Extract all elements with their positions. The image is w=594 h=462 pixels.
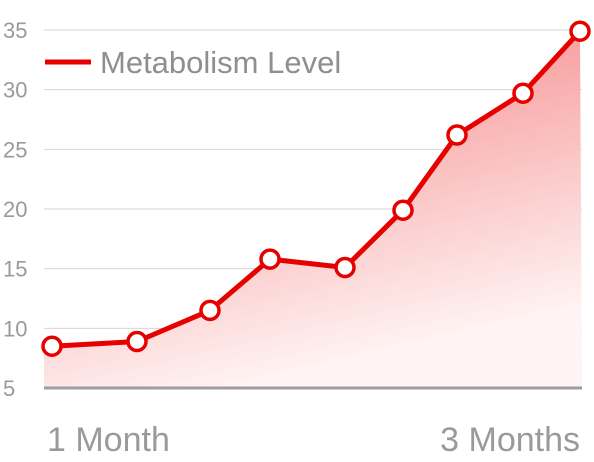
y-tick-label: 35 [3, 18, 27, 43]
y-tick-label: 25 [3, 137, 27, 162]
data-point [259, 248, 281, 270]
data-point [512, 82, 534, 104]
data-point [392, 199, 414, 221]
data-point [199, 299, 221, 322]
data-point [334, 256, 356, 279]
y-tick-label: 30 [3, 78, 27, 103]
y-tick-label: 20 [3, 197, 27, 222]
data-point [446, 124, 468, 146]
data-points [41, 20, 591, 357]
x-tick-label-start: 1 Month [47, 421, 170, 459]
y-axis-ticks: 5 10 15 20 25 30 35 [3, 18, 27, 401]
legend: Metabolism Level [45, 45, 341, 80]
data-point [126, 330, 148, 353]
x-tick-label-end: 3 Months [440, 421, 580, 459]
y-tick-label: 5 [3, 376, 15, 401]
series-area-fill [44, 31, 582, 388]
y-tick-label: 15 [3, 257, 27, 282]
data-point [569, 20, 591, 42]
data-point [41, 335, 63, 357]
legend-label: Metabolism Level [100, 45, 341, 80]
y-tick-label: 10 [3, 316, 27, 341]
